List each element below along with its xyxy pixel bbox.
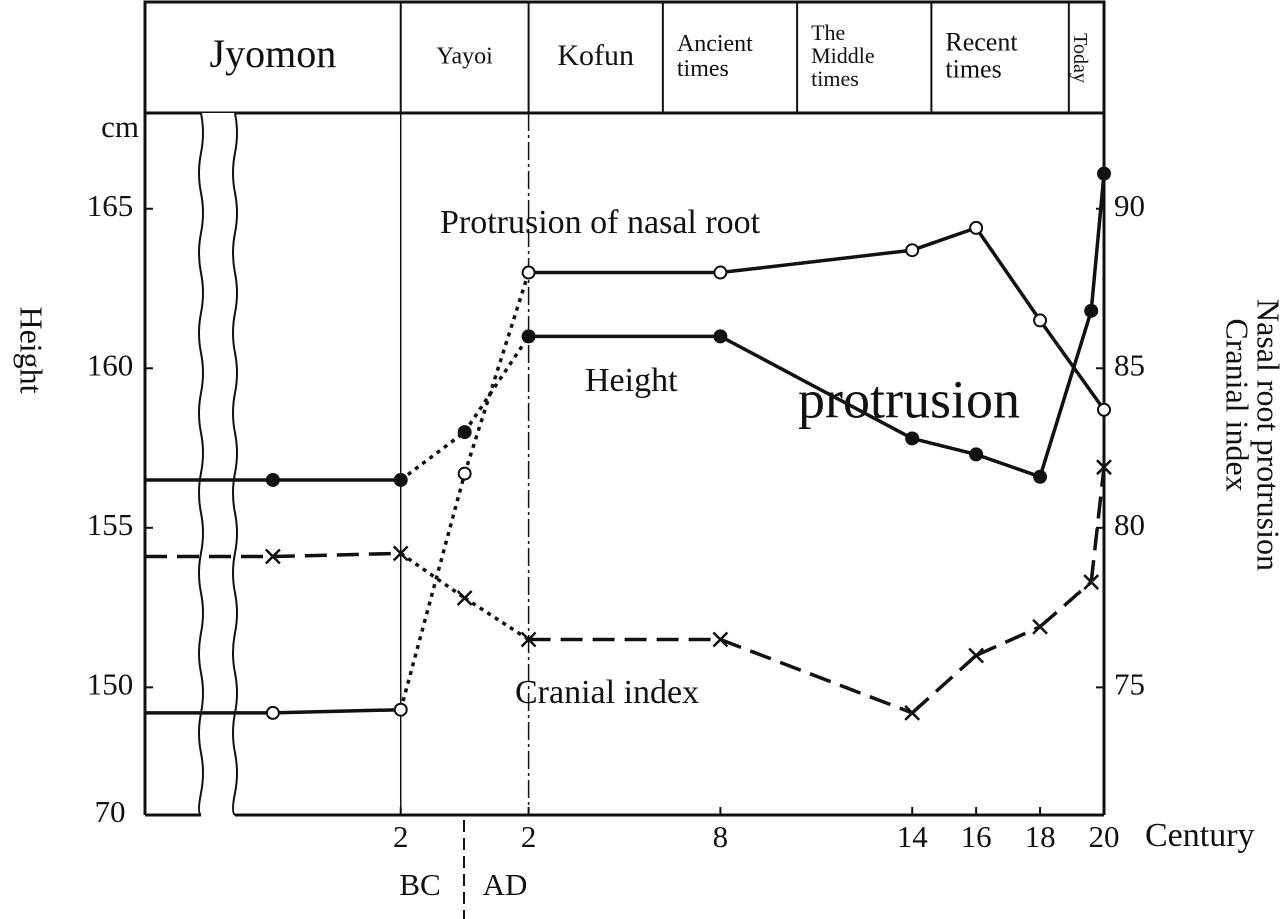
- axis-break: [201, 113, 235, 818]
- line-segment: [1089, 173, 1106, 311]
- line-segment: [399, 430, 466, 482]
- marker: [713, 329, 728, 344]
- marker: [1096, 459, 1112, 476]
- marker: [457, 425, 472, 440]
- y-tick-label: 155: [87, 507, 134, 542]
- era-mark: AD: [483, 867, 528, 902]
- annotation: Height: [585, 362, 678, 399]
- marker: [264, 548, 281, 565]
- line-segment: [911, 226, 977, 252]
- marker: [1084, 303, 1099, 318]
- line-segment: [463, 596, 530, 641]
- marker: [1033, 469, 1048, 484]
- era-label: Yayoi: [437, 44, 494, 70]
- era-label: times: [677, 56, 729, 82]
- line-segment: [1038, 580, 1093, 629]
- era-label: Today: [1069, 33, 1091, 83]
- marker: [905, 431, 920, 446]
- y-tick-label: 160: [87, 347, 134, 382]
- x-tick-label: 14: [897, 819, 929, 854]
- line-segment: [272, 551, 401, 559]
- x-tick-label: 16: [961, 819, 992, 854]
- line-segment: [1089, 466, 1106, 583]
- y2-tick-label: 85: [1114, 347, 1145, 382]
- annotation: Cranial index: [515, 674, 699, 711]
- era-label: The: [811, 20, 845, 45]
- marker: [1083, 574, 1100, 590]
- marker: [392, 545, 409, 562]
- line-segment: [911, 436, 977, 457]
- line-segment: [272, 707, 401, 715]
- x-tick-label: 18: [1025, 819, 1056, 854]
- line-segment: [462, 272, 531, 475]
- era-band: [143, 0, 1106, 115]
- marker: [969, 447, 984, 462]
- era-label: Kofun: [557, 39, 634, 72]
- marker: [1097, 166, 1111, 181]
- y2-axis-label: Nasal root protrusion: [1251, 299, 1283, 571]
- line-segment: [974, 226, 1042, 322]
- marker: [521, 265, 536, 280]
- marker: [713, 265, 728, 280]
- axis-break-label: 70: [95, 794, 126, 829]
- line-segment: [399, 551, 466, 600]
- era-label: Recent: [945, 27, 1018, 56]
- line-segment: [719, 637, 913, 715]
- y-unit: cm: [101, 109, 139, 144]
- y2-tick-label: 75: [1114, 666, 1145, 701]
- marker: [968, 647, 985, 664]
- line-segment: [1038, 310, 1093, 478]
- x-axis-label: Century: [1145, 817, 1255, 854]
- y2-axis-label: Cranial index: [1220, 318, 1256, 491]
- era-label: Middle: [811, 43, 875, 68]
- line-segment: [975, 452, 1041, 479]
- line-segment: [463, 335, 531, 434]
- line-segment: [911, 654, 978, 715]
- era-label: times: [945, 55, 1001, 84]
- y2-tick-label: 80: [1114, 507, 1145, 542]
- y2-tick-label: 90: [1114, 188, 1145, 223]
- marker: [265, 472, 280, 487]
- marker: [904, 705, 921, 721]
- x-tick-label: 2: [393, 819, 409, 854]
- marker: [456, 590, 473, 606]
- marker: [265, 705, 280, 720]
- line-segment: [1038, 319, 1106, 411]
- marker: [712, 631, 729, 648]
- era-label: times: [811, 66, 859, 91]
- annotation: Protrusion of nasal root: [440, 204, 761, 241]
- marker: [457, 466, 472, 481]
- y-tick-label: 150: [87, 666, 134, 701]
- marker: [521, 329, 536, 344]
- annotation: protrusion: [798, 369, 1020, 429]
- y-axis-label: Height: [14, 306, 50, 393]
- marker: [520, 631, 537, 648]
- marker: [393, 472, 408, 487]
- marker: [393, 702, 408, 717]
- marker: [905, 243, 920, 258]
- x-tick-label: 2: [521, 819, 537, 854]
- era-mark: BC: [399, 867, 440, 902]
- line-segment: [975, 625, 1041, 658]
- x-tick-label: 20: [1089, 819, 1120, 854]
- marker: [969, 220, 984, 235]
- era-label: Jyomon: [210, 31, 337, 76]
- era-label: Ancient: [677, 31, 753, 57]
- x-tick-label: 8: [713, 819, 729, 854]
- marker: [1097, 402, 1111, 417]
- line-segment: [719, 334, 914, 441]
- marker: [1033, 313, 1048, 328]
- line-segment: [720, 248, 913, 275]
- y-tick-label: 165: [87, 188, 134, 223]
- marker: [1032, 618, 1048, 635]
